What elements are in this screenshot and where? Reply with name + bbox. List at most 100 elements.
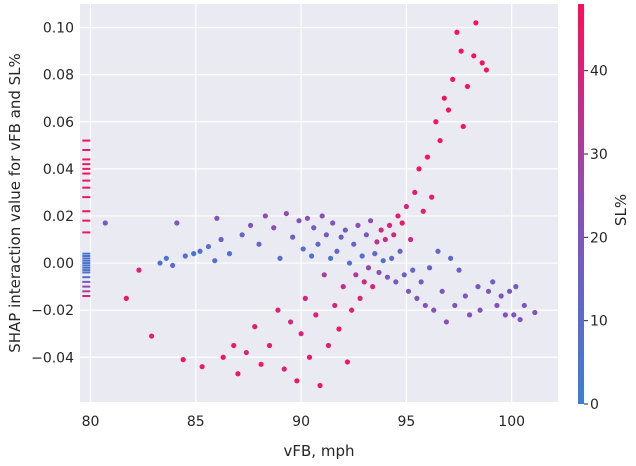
data-point [340, 284, 346, 290]
rug-mark [82, 196, 91, 199]
data-point [197, 248, 203, 254]
data-point [170, 262, 176, 269]
data-point [157, 260, 163, 266]
data-point [433, 119, 439, 125]
rug-mark [82, 262, 91, 265]
data-point [485, 288, 492, 294]
rug-mark [82, 269, 91, 272]
data-point [490, 279, 496, 285]
data-point [532, 309, 538, 316]
x-tick-label: 95 [397, 414, 415, 430]
data-point [443, 319, 449, 325]
data-point [321, 272, 327, 278]
colorbar-tick-label: 10 [590, 314, 608, 330]
rug-mark [82, 271, 91, 274]
rug-mark [82, 172, 91, 175]
data-point [304, 215, 311, 221]
data-point [397, 248, 403, 254]
plot-background [80, 4, 558, 402]
data-point [271, 225, 277, 231]
data-point [266, 342, 273, 349]
data-point [367, 218, 374, 224]
data-point [494, 302, 500, 309]
data-point [380, 258, 386, 264]
rug-mark [82, 266, 91, 269]
data-point [403, 203, 409, 210]
data-point [386, 222, 393, 228]
data-point [382, 236, 388, 243]
rug-mark [82, 231, 91, 234]
data-point [456, 267, 462, 273]
rug-mark [82, 285, 91, 288]
rug-mark [82, 254, 91, 257]
data-point [306, 354, 313, 360]
data-point [422, 302, 428, 309]
data-point [418, 279, 424, 285]
data-point [372, 251, 378, 257]
data-point [410, 267, 416, 273]
data-point [247, 222, 254, 228]
data-point [361, 279, 367, 285]
data-point [220, 354, 226, 360]
data-point [401, 272, 407, 278]
rug-mark [82, 276, 91, 279]
data-point [309, 253, 315, 259]
data-point [464, 83, 471, 90]
data-point [471, 53, 477, 59]
data-point [123, 295, 129, 301]
data-point [298, 331, 304, 337]
data-point [311, 225, 317, 231]
data-point [262, 213, 268, 219]
data-point [290, 234, 296, 240]
rug-mark [82, 259, 91, 262]
colorbar-tick-label: 20 [590, 230, 608, 246]
data-point [445, 107, 452, 113]
data-point [302, 295, 308, 301]
data-point [317, 382, 323, 389]
colorbar-label: SL% [612, 194, 630, 226]
data-point [325, 342, 332, 349]
data-point [405, 288, 412, 294]
rug-mark [82, 167, 91, 170]
rug-mark [82, 252, 91, 255]
data-point [435, 248, 441, 254]
data-point [275, 307, 281, 313]
data-point [452, 302, 458, 309]
data-points [102, 20, 538, 389]
data-point [454, 29, 460, 35]
rug-mark [82, 257, 91, 260]
rug-mark [82, 149, 91, 152]
grid-lines [80, 4, 558, 402]
data-point [450, 76, 456, 82]
data-point [393, 279, 399, 285]
x-tick-label: 90 [292, 414, 310, 430]
data-point [313, 312, 319, 318]
data-point [258, 361, 264, 367]
y-tick-label: 0.02 [43, 209, 74, 225]
data-point [458, 48, 464, 54]
data-point [391, 232, 397, 238]
data-point [363, 232, 369, 238]
colorbar-tick-label: 0 [590, 397, 599, 413]
data-point [277, 255, 283, 261]
data-point [344, 359, 351, 365]
data-point [191, 251, 197, 257]
x-tick-label: 85 [187, 414, 205, 430]
data-point [235, 371, 241, 377]
y-tick-label: −0.04 [31, 350, 74, 366]
data-point [441, 95, 447, 101]
data-point [148, 333, 155, 339]
data-point [414, 295, 420, 301]
x-tick-label: 80 [82, 414, 100, 430]
data-point [334, 248, 340, 254]
colorbar [578, 4, 584, 404]
y-tick-label: 0.10 [43, 21, 74, 37]
y-tick-label: 0.00 [43, 256, 74, 272]
y-tick-label: 0.04 [43, 162, 74, 178]
data-point [294, 378, 300, 384]
data-point [205, 243, 212, 250]
data-point [365, 265, 372, 271]
data-point [378, 227, 384, 233]
data-point [102, 220, 108, 226]
